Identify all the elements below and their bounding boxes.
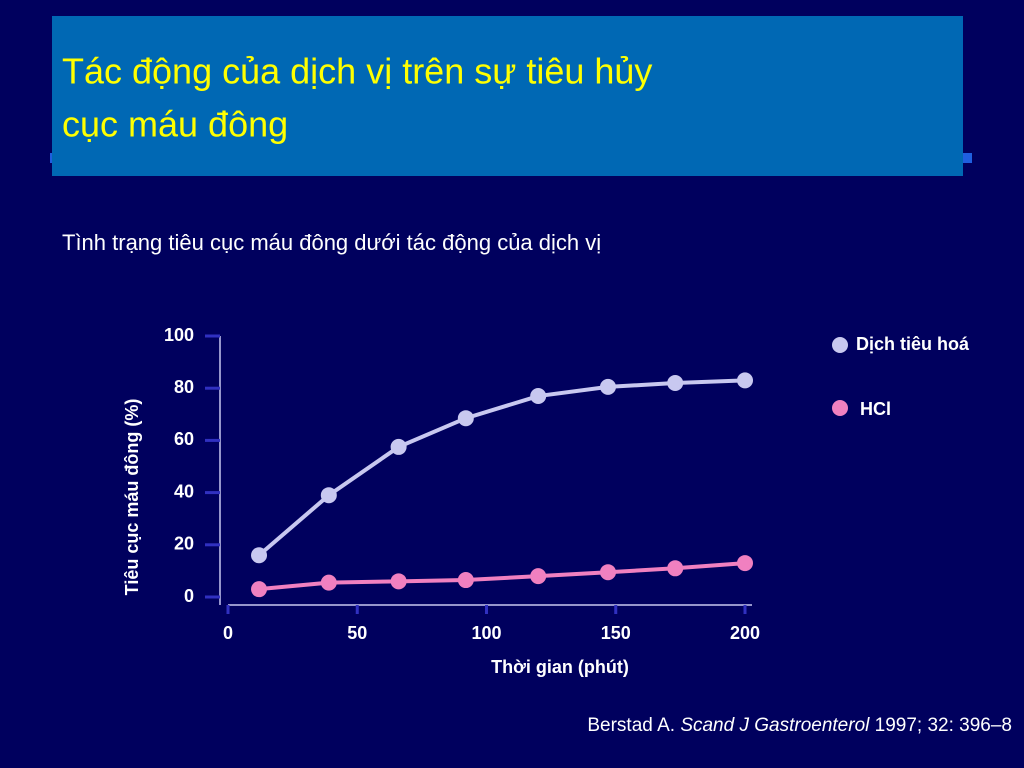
title-box — [52, 16, 963, 176]
series-line — [258, 561, 746, 592]
data-point — [320, 487, 337, 504]
data-point — [320, 574, 337, 591]
data-point — [390, 573, 407, 590]
legend-label: HCl — [860, 399, 891, 419]
data-point — [457, 572, 474, 589]
data-point — [737, 555, 753, 572]
legend-label: Dịch tiêu hoá — [856, 334, 970, 354]
citation-author: Berstad A. — [587, 715, 675, 736]
data-point — [667, 374, 684, 391]
legend-marker — [832, 337, 848, 353]
chart-title: Tình trạng tiêu cục máu đông dưới tác độ… — [62, 230, 601, 255]
x-tick-label: 150 — [601, 623, 631, 643]
slide-title: Tác động của dịch vị trên sự tiêu hủy — [62, 51, 652, 92]
citation-details: 1997; 32: 396–8 — [875, 715, 1012, 736]
citation: Berstad A. Scand J Gastroenterol 1997; 3… — [587, 715, 1012, 736]
data-point — [667, 560, 684, 577]
data-point — [390, 438, 407, 455]
x-tick-label: 0 — [223, 623, 233, 643]
x-tick-label: 100 — [471, 623, 501, 643]
x-axis-label: Thời gian (phút) — [491, 657, 629, 677]
y-tick-label: 80 — [174, 377, 194, 397]
data-point — [599, 378, 616, 395]
y-tick-label: 60 — [174, 429, 194, 449]
citation-journal: Scand J Gastroenterol — [680, 715, 870, 736]
data-point — [530, 568, 547, 585]
y-tick-label: 0 — [184, 586, 194, 606]
y-tick-label: 40 — [174, 481, 194, 501]
x-tick-label: 200 — [730, 623, 760, 643]
y-tick-label: 100 — [164, 325, 194, 345]
series-line — [257, 378, 746, 557]
data-point — [251, 547, 268, 564]
y-tick-label: 20 — [174, 534, 194, 554]
data-point — [251, 581, 268, 598]
data-point — [530, 388, 547, 405]
data-point — [599, 564, 616, 581]
legend-marker — [832, 400, 848, 416]
x-tick-label: 50 — [347, 623, 367, 643]
slide-title: cục máu đông — [62, 104, 288, 145]
y-axis-label: Tiêu cục máu đông (%) — [122, 399, 142, 596]
data-point — [457, 410, 474, 427]
data-point — [737, 372, 753, 389]
